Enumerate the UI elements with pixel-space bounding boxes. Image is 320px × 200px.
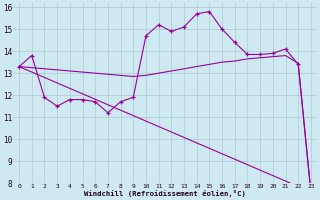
X-axis label: Windchill (Refroidissement éolien,°C): Windchill (Refroidissement éolien,°C) <box>84 190 246 197</box>
